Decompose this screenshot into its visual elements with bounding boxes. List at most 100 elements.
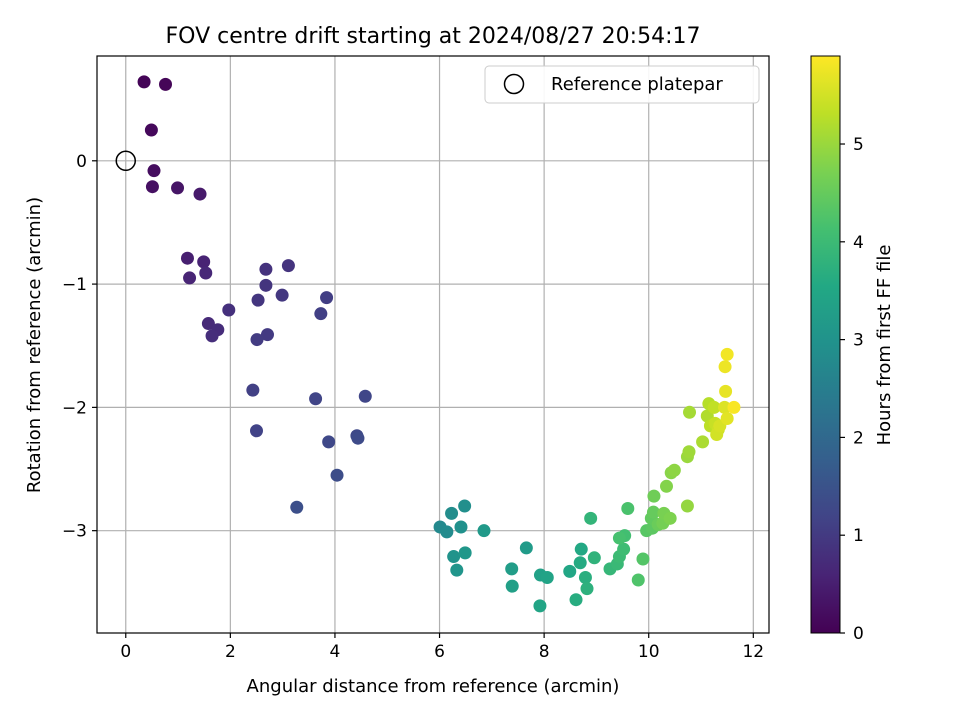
colorbar-tick-label: 2 — [853, 428, 864, 448]
colorbar: 0 1 2 3 4 5 Hours from first FF file — [810, 55, 895, 644]
data-point — [260, 328, 274, 342]
data-point — [540, 571, 554, 585]
x-tick-label: 10 — [638, 642, 660, 662]
data-point — [445, 506, 459, 520]
data-point — [159, 77, 173, 91]
x-tick-label: 0 — [120, 642, 131, 662]
data-point — [458, 499, 472, 513]
colorbar-tick-label: 5 — [853, 135, 864, 155]
data-point — [447, 550, 461, 564]
data-point — [646, 505, 660, 519]
data-point — [680, 499, 694, 513]
data-point — [519, 541, 533, 555]
data-point — [197, 255, 211, 269]
data-point — [171, 181, 185, 195]
data-point — [201, 317, 215, 331]
data-point — [314, 307, 328, 321]
data-point — [458, 546, 472, 560]
data-point — [193, 187, 207, 201]
data-point — [505, 562, 519, 576]
y-ticks: −3 −2 −1 0 — [62, 152, 97, 542]
data-point — [145, 180, 159, 194]
x-tick-label: 2 — [225, 642, 236, 662]
data-point — [587, 551, 601, 565]
chart-title: FOV centre drift starting at 2024/08/27 … — [166, 24, 701, 49]
y-tick-label: −3 — [62, 522, 87, 542]
data-point — [707, 400, 721, 414]
colorbar-gradient — [810, 55, 841, 634]
data-point — [259, 278, 273, 292]
data-point — [320, 291, 334, 305]
data-point — [358, 389, 372, 403]
data-point — [250, 333, 264, 347]
y-axis-label: Rotation from reference (arcmin) — [24, 197, 45, 493]
grid — [97, 56, 769, 633]
colorbar-label: Hours from first FF file — [874, 245, 895, 446]
data-point — [250, 424, 264, 438]
y-tick-label: −1 — [62, 275, 87, 295]
colorbar-tick-label: 0 — [853, 624, 864, 644]
data-point — [351, 431, 365, 445]
plot-frame — [96, 55, 770, 634]
x-tick-label: 4 — [330, 642, 341, 662]
data-point — [683, 405, 697, 419]
data-point — [574, 542, 588, 556]
x-tick-label: 12 — [742, 642, 764, 662]
data-point — [573, 556, 587, 570]
data-point — [322, 435, 336, 449]
data-point — [569, 593, 583, 607]
data-point — [199, 266, 213, 280]
data-point — [720, 347, 734, 361]
reference-platepar-marker — [115, 150, 137, 172]
data-point — [290, 500, 304, 514]
legend: Reference platepar — [484, 65, 760, 104]
data-point — [183, 271, 197, 285]
data-point — [180, 251, 194, 265]
data-point — [137, 75, 151, 89]
legend-reference-marker — [503, 73, 525, 95]
x-ticks: 0 2 4 6 8 10 12 — [120, 633, 764, 662]
legend-box — [484, 65, 760, 104]
colorbar-tick-label: 3 — [853, 331, 864, 351]
data-point — [477, 524, 491, 538]
data-point — [718, 400, 732, 414]
x-tick-label: 6 — [434, 642, 445, 662]
y-tick-label: −2 — [62, 398, 87, 418]
data-point — [612, 531, 626, 545]
data-points — [137, 75, 741, 613]
data-point — [281, 259, 295, 273]
data-point — [696, 435, 710, 449]
data-point — [440, 525, 454, 539]
data-point — [682, 445, 696, 459]
data-point — [580, 582, 594, 596]
data-point — [663, 511, 677, 525]
data-point — [667, 463, 681, 477]
data-point — [720, 411, 734, 425]
x-axis-label: Angular distance from reference (arcmin) — [247, 676, 620, 697]
data-point — [246, 383, 260, 397]
y-tick-label: 0 — [76, 152, 87, 172]
data-point — [144, 123, 158, 137]
colorbar-tick-label: 4 — [853, 233, 864, 253]
data-point — [578, 571, 592, 585]
data-point — [147, 164, 161, 178]
data-point — [450, 563, 464, 577]
data-point — [222, 303, 236, 317]
data-point — [631, 573, 645, 587]
data-point — [584, 511, 598, 525]
data-point — [660, 479, 674, 493]
data-point — [718, 360, 732, 374]
data-point — [205, 329, 219, 343]
data-point — [330, 468, 344, 482]
data-point — [505, 579, 519, 593]
data-point — [727, 400, 741, 414]
data-point — [647, 489, 661, 503]
data-point — [454, 520, 468, 534]
reference-marker-group — [115, 150, 137, 172]
data-point — [621, 501, 635, 515]
data-point — [275, 288, 289, 302]
data-point — [251, 293, 265, 307]
data-point — [719, 384, 733, 398]
